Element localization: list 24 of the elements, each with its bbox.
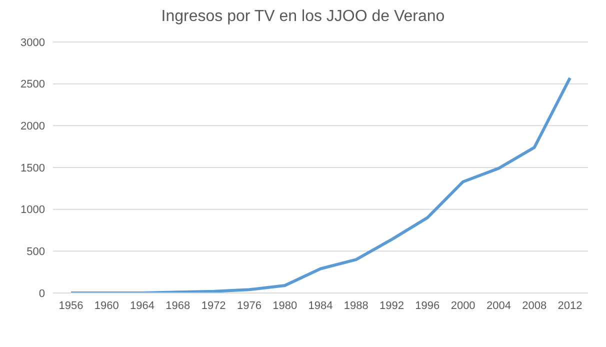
x-tick-label: 1988 (344, 300, 368, 312)
y-tick-label: 2500 (20, 78, 45, 91)
x-tick-label: 2004 (486, 300, 511, 312)
x-tick-label: 1980 (272, 300, 298, 312)
y-tick-label: 3000 (20, 36, 45, 49)
x-tick-label: 1964 (130, 300, 155, 312)
x-tick-label: 2008 (522, 300, 547, 312)
y-tick-label: 0 (38, 288, 45, 300)
x-tick-label: 1984 (308, 300, 333, 312)
x-tick-label: 1972 (201, 300, 226, 312)
chart-title: Ingresos por TV en los JJOO de Verano (160, 8, 446, 27)
x-tick-label: 1996 (415, 300, 440, 312)
y-tick-label: 1500 (20, 162, 45, 174)
x-tick-label: 1992 (380, 300, 404, 312)
y-tick-label: 2000 (20, 120, 45, 133)
x-tick-label: 1956 (58, 300, 84, 312)
x-tick-label: 1968 (166, 300, 190, 312)
y-tick-label: 1000 (20, 204, 45, 216)
x-tick-label: 1960 (94, 300, 119, 312)
x-tick-label: 1976 (236, 300, 262, 312)
y-tick-label: 500 (26, 246, 45, 258)
x-tick-label: 2000 (450, 300, 476, 312)
line-series (70, 76, 572, 293)
x-tick-label: 2012 (558, 300, 582, 312)
